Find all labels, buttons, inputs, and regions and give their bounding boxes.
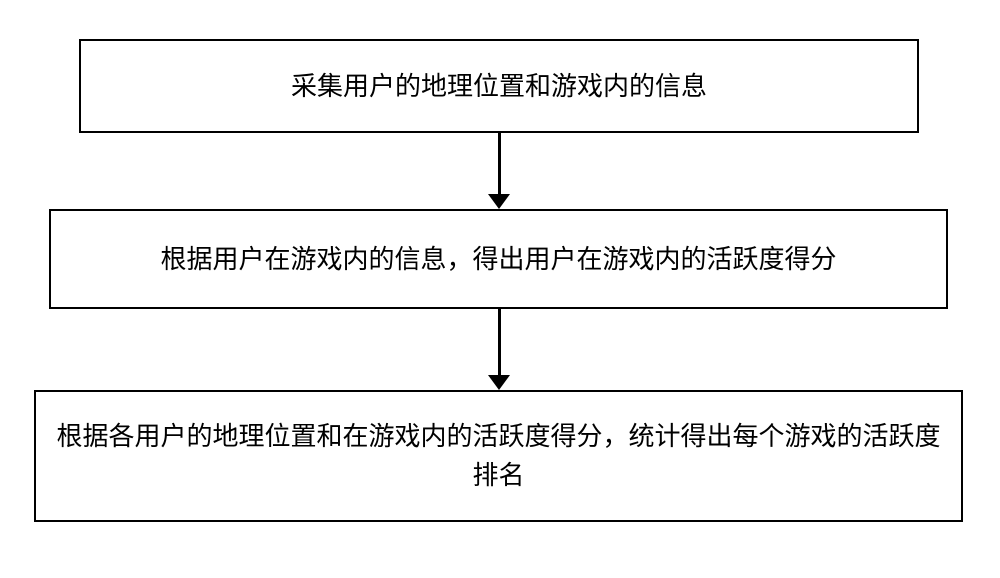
- flow-box-3: 根据各用户的地理位置和在游戏内的活跃度得分，统计得出每个游戏的活跃度排名: [34, 390, 963, 522]
- flow-box-3-text: 根据各用户的地理位置和在游戏内的活跃度得分，统计得出每个游戏的活跃度排名: [56, 417, 941, 495]
- flow-box-2: 根据用户在游戏内的信息，得出用户在游戏内的活跃度得分: [49, 209, 948, 309]
- flow-box-1: 采集用户的地理位置和游戏内的信息: [79, 39, 919, 133]
- arrow-1-head: [488, 194, 510, 209]
- flow-box-2-text: 根据用户在游戏内的信息，得出用户在游戏内的活跃度得分: [160, 240, 836, 279]
- arrow-2-head: [488, 375, 510, 390]
- flow-box-1-text: 采集用户的地理位置和游戏内的信息: [291, 67, 707, 106]
- flowchart-canvas: 采集用户的地理位置和游戏内的信息 根据用户在游戏内的信息，得出用户在游戏内的活跃…: [0, 0, 1000, 578]
- arrow-2-line: [498, 309, 501, 375]
- arrow-1-line: [498, 133, 501, 194]
